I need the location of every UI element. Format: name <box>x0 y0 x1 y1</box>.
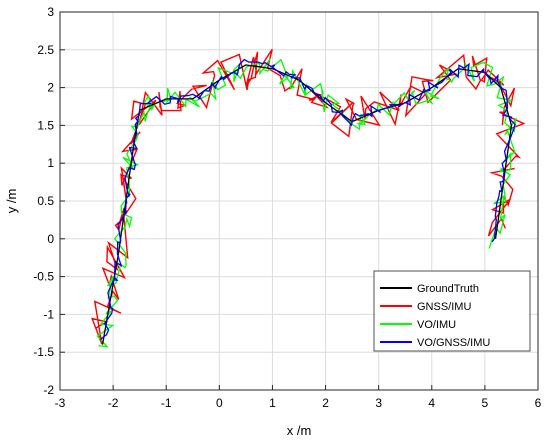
x-tick-label: 5 <box>482 396 489 410</box>
legend-label: GNSS/IMU <box>417 301 471 313</box>
x-tick-label: 3 <box>375 396 382 410</box>
y-tick-label: 2 <box>47 81 54 95</box>
series-line-vo-imu <box>96 58 517 348</box>
x-tick-label: 2 <box>322 396 329 410</box>
y-tick-label: -2 <box>43 383 54 397</box>
x-tick-label: 0 <box>216 396 223 410</box>
series-line-vo-gnss-imu <box>99 58 516 341</box>
x-axis-label: x /m <box>287 423 312 438</box>
legend: GroundTruth GNSS/IMU VO/IMU VO/GNSS/IMU <box>373 270 531 352</box>
y-tick-label: -1.5 <box>33 345 54 359</box>
series-line-groundtruth <box>101 64 513 345</box>
legend-label: GroundTruth <box>417 283 479 295</box>
x-tick-label: 4 <box>428 396 435 410</box>
legend-label: VO/IMU <box>417 319 456 331</box>
x-tick-label: 6 <box>535 396 542 410</box>
x-tick-label: -1 <box>161 396 172 410</box>
y-tick-label: -0.5 <box>33 270 54 284</box>
y-tick-label: 3 <box>47 5 54 19</box>
x-tick-label: -2 <box>108 396 119 410</box>
y-tick-label: -1 <box>43 307 54 321</box>
legend-box <box>373 270 531 352</box>
legend-label: VO/GNSS/IMU <box>417 337 490 349</box>
y-tick-label: 0.5 <box>37 194 54 208</box>
y-axis-label: y /m <box>4 189 19 214</box>
x-tick-label: 1 <box>269 396 276 410</box>
y-tick-label: 1.5 <box>37 118 54 132</box>
series-layer <box>91 48 526 348</box>
tick-layer: -3 -2 -1 0 1 2 3 4 5 6-2-1.5-1-0.500.511.522.53 <box>33 5 541 410</box>
y-tick-label: 2.5 <box>37 43 54 57</box>
y-tick-label: 1 <box>47 156 54 170</box>
y-tick-label: 0 <box>47 232 54 246</box>
x-tick-label: -3 <box>55 396 66 410</box>
